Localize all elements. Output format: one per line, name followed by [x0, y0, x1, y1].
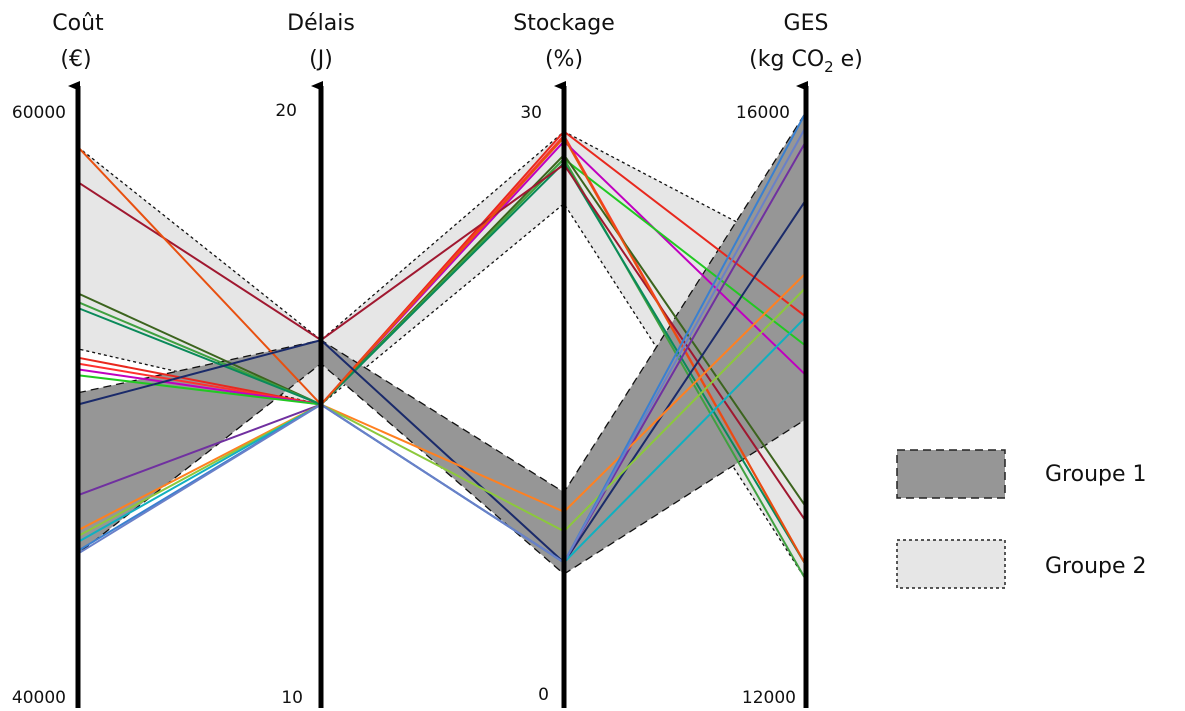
legend-label-groupe-2: Groupe 2 [1045, 554, 1147, 579]
axis-cout-title: Coût [52, 11, 104, 36]
series-lines [77, 111, 807, 581]
axis-ges-unit-part2: e) [834, 47, 863, 72]
axis-delais-title: Délais [287, 11, 355, 36]
axis-ges-title: GES [784, 11, 829, 36]
legend-swatch-groupe-2 [896, 539, 1006, 589]
series-line-12 [77, 272, 807, 532]
axis-delais-unit: (J) [309, 47, 333, 72]
axis-ges-unit: (kg CO2 e) [749, 47, 863, 76]
axis-ges-max-label: 16000 [736, 103, 790, 123]
series-line-16 [77, 126, 807, 564]
series-line-7 [77, 161, 807, 566]
axis-ges-unit-subscript: 2 [824, 58, 834, 76]
axis-stockage-min-label: 0 [538, 685, 549, 705]
axis-ges-unit-part1: (kg CO [749, 47, 824, 72]
axis-delais: Délais (J) 20 10 [275, 11, 355, 708]
legend: Groupe 1 Groupe 2 [896, 449, 1147, 589]
axis-stockage-max-label: 30 [520, 103, 542, 123]
axis-delais-max-label: 20 [275, 101, 297, 121]
axis-stockage-unit: (%) [545, 47, 583, 72]
group-bands [77, 109, 807, 583]
series-line-10 [77, 199, 807, 565]
series-line-6 [77, 157, 807, 581]
axis-ges: GES (kg CO2 e) 16000 12000 [736, 11, 863, 708]
series-line-13 [77, 286, 807, 537]
axis-ges-min-label: 12000 [742, 688, 796, 708]
legend-label-groupe-1: Groupe 1 [1045, 462, 1147, 487]
axis-cout-unit: (€) [60, 47, 91, 72]
axis-cout-max-label: 60000 [12, 103, 66, 123]
axis-stockage: Stockage (%) 30 0 [513, 11, 615, 708]
legend-swatch-groupe-1 [896, 449, 1006, 499]
axis-cout-min-label: 40000 [12, 688, 66, 708]
axis-delais-min-label: 10 [281, 688, 303, 708]
series-line-3 [77, 139, 807, 406]
series-line-1 [77, 130, 807, 406]
series-line-5 [77, 153, 807, 508]
axis-cout: Coût (€) 60000 40000 [12, 11, 104, 708]
axis-stockage-title: Stockage [513, 11, 614, 36]
